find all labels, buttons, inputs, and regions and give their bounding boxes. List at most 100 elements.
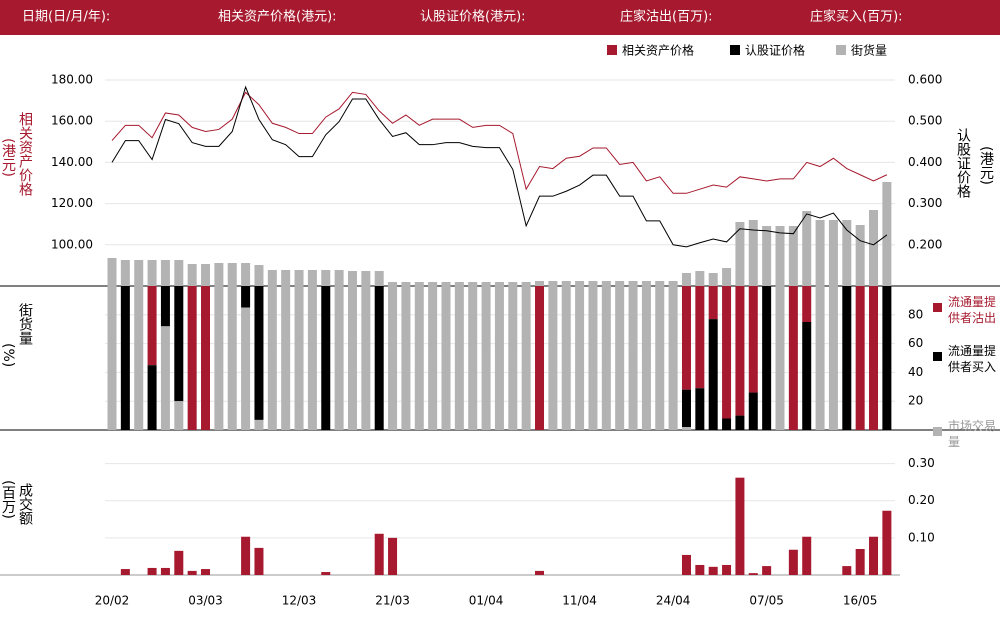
share-bar (361, 286, 371, 430)
y2-tick-label: 0.500 (908, 114, 942, 128)
y-tick-label: 60 (908, 336, 923, 350)
turnover-bar (722, 564, 732, 575)
legend-swatch (836, 45, 846, 55)
share-bar (735, 415, 745, 430)
share-bar (722, 286, 732, 419)
street-bar (254, 265, 264, 286)
share-bar (601, 286, 611, 430)
street-bar (120, 260, 130, 286)
legend-label: 街货量 (851, 43, 887, 58)
street-bar (641, 281, 651, 286)
share-bar (294, 286, 304, 430)
street-bar (187, 264, 197, 286)
legend-swatch (933, 303, 942, 312)
turnover-bar (788, 549, 798, 575)
street-bar (481, 282, 491, 286)
share-bar (882, 286, 892, 430)
share-bar (347, 286, 357, 430)
axis-label: 认股证价格 (955, 128, 971, 198)
share-bar (334, 286, 344, 430)
share-bar (722, 418, 732, 430)
street-bar (401, 282, 411, 286)
street-bar (828, 220, 838, 286)
axis-label: (港元) (978, 146, 994, 185)
share-bar (748, 392, 758, 430)
legend-label: 相关资产价格 (622, 43, 694, 58)
street-bar (842, 220, 852, 286)
street-bar (588, 281, 598, 286)
street-bar (668, 281, 678, 286)
share-bar (575, 286, 585, 430)
y-tick-label: 0.20 (908, 493, 935, 507)
street-bar (160, 260, 170, 286)
share-bar (147, 365, 157, 430)
street-bar (681, 273, 691, 286)
share-bar (134, 286, 144, 430)
turnover-bar (174, 550, 184, 575)
street-bar (214, 263, 224, 286)
legend-swatch (933, 427, 942, 436)
street-bar (107, 258, 117, 286)
legend-label: 流通量提供者买入 (948, 344, 997, 374)
share-bar (708, 319, 718, 430)
share-bar (441, 286, 451, 430)
street-bar (735, 222, 745, 286)
price-line (111, 91, 888, 194)
axis-label: (%) (0, 343, 16, 367)
share-bar (174, 286, 184, 402)
share-bar (187, 286, 197, 430)
price-line (111, 85, 888, 248)
street-bar (321, 270, 331, 286)
share-bar (468, 286, 478, 430)
y2-tick-label: 0.300 (908, 196, 942, 210)
y-tick-label: 40 (908, 365, 923, 379)
share-bar (281, 286, 291, 430)
share-bar (668, 286, 678, 430)
street-bar (548, 281, 558, 286)
share-bar (481, 286, 491, 430)
share-bar (842, 286, 852, 430)
axis-label: 相关资产价格 (17, 112, 33, 196)
x-tick-label: 11/04 (562, 594, 597, 608)
turnover-bar (708, 566, 718, 575)
axis-label: 街货量 (17, 303, 33, 345)
street-bar (615, 281, 625, 286)
share-bar (201, 286, 211, 430)
share-bar (695, 388, 705, 430)
share-bar (815, 286, 825, 430)
share-bar (454, 286, 464, 430)
turnover-bar (748, 573, 758, 575)
header-label: 庄家沽出(百万): (620, 9, 713, 25)
share-bar (321, 286, 331, 430)
street-bar (601, 281, 611, 286)
street-bar (535, 281, 545, 286)
turnover-bar (855, 549, 865, 575)
share-bar (588, 286, 598, 430)
turnover-bar (535, 570, 545, 575)
axis-label: (港元) (0, 138, 16, 177)
x-tick-label: 01/04 (469, 594, 504, 608)
street-bar (575, 281, 585, 286)
street-bar (281, 270, 291, 286)
street-bar (361, 271, 371, 286)
street-bar (561, 281, 571, 286)
share-bar (107, 286, 117, 430)
axis-label: 成交额 (17, 483, 33, 525)
share-bar (414, 286, 424, 430)
axis-label: (百万) (0, 480, 16, 519)
share-bar (241, 307, 251, 430)
share-bar (695, 286, 705, 389)
street-bar (201, 264, 211, 286)
street-bar (802, 211, 812, 286)
x-tick-label: 07/05 (749, 594, 784, 608)
turnover-bar (869, 536, 879, 575)
y-tick-label: 20 (908, 394, 923, 408)
street-bar (695, 271, 705, 286)
share-bar (241, 286, 251, 308)
street-bar (347, 271, 357, 286)
share-bar (147, 286, 157, 366)
share-bar (708, 286, 718, 320)
y-tick-label: 120.00 (51, 196, 93, 210)
share-bar (615, 286, 625, 430)
